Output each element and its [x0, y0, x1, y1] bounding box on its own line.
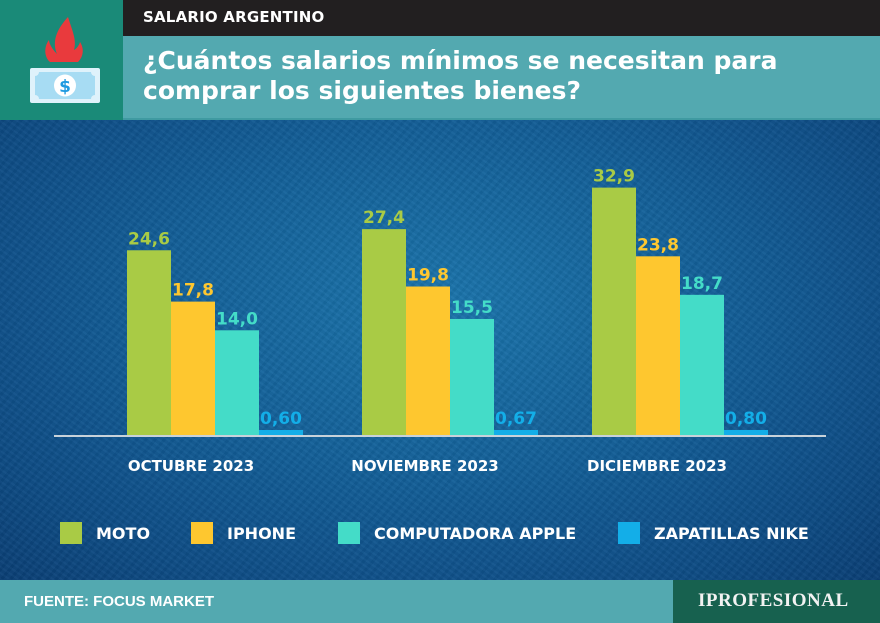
chart-title: ¿Cuántos salarios mínimos se necesitan p… [143, 46, 778, 105]
bar-zapatillas-nike-3 [724, 429, 768, 436]
legend-label: ZAPATILLAS NIKE [654, 523, 809, 543]
category-label: NOVIEMBRE 2023 [351, 457, 498, 475]
bar-iphone-3 [636, 256, 680, 436]
source-label: FUENTE: FOCUS MARKET [24, 593, 214, 610]
legend-item: COMPUTADORA APPLE [338, 516, 576, 550]
bar-zapatillas-nike-2 [494, 430, 538, 436]
bar-chart: 24,6 27,4 32,9 17,8 19,8 23,8 14,0 15,5 18,7 0,60… [54, 167, 826, 475]
data-label: 23,8 [637, 235, 679, 255]
data-label: 27,4 [363, 208, 405, 228]
bar-computadora-apple-1 [215, 330, 259, 436]
burning-money-icon: $ [30, 17, 100, 103]
data-label: 0,60 [260, 409, 302, 429]
brand-panel: IPROFESIONAL [673, 580, 880, 623]
legend-swatch [191, 522, 213, 544]
legend-item: ZAPATILLAS NIKE [618, 516, 809, 550]
data-label: 15,5 [451, 298, 493, 318]
data-label: 14,0 [216, 309, 258, 329]
bar-moto-3 [592, 187, 636, 436]
bar-iphone-1 [171, 301, 215, 436]
section-label: SALARIO ARGENTINO [143, 8, 325, 26]
section-bar: SALARIO ARGENTINO [123, 0, 880, 36]
legend-label: MOTO [96, 523, 151, 543]
legend-item: MOTO [60, 516, 150, 550]
data-label: 19,8 [407, 266, 449, 286]
header-icon-panel: $ [0, 0, 123, 120]
legend-swatch [60, 522, 82, 544]
data-label: 32,9 [593, 167, 635, 187]
legend-label: COMPUTADORA APPLE [374, 523, 577, 543]
category-label: DICIEMBRE 2023 [587, 457, 727, 475]
data-label: 0,67 [495, 409, 537, 429]
legend: MOTO IPHONE COMPUTADORA APPLE ZAPATILLAS NI… [60, 516, 860, 550]
bar-iphone-2 [406, 286, 450, 436]
bars-layer: 24,6 27,4 32,9 17,8 19,8 23,8 14,0 15,5 18,7 0,60… [127, 167, 768, 436]
title-bar: ¿Cuántos salarios mínimos se necesitan p… [123, 36, 880, 120]
bar-moto-1 [127, 250, 171, 436]
bar-computadora-apple-2 [450, 318, 494, 436]
data-label: 17,8 [172, 281, 214, 301]
legend-swatch [618, 522, 640, 544]
brand-logo: IPROFESIONAL [698, 590, 849, 611]
bar-zapatillas-nike-1 [259, 430, 303, 436]
svg-text:$: $ [59, 77, 71, 97]
data-label: 18,7 [681, 274, 723, 294]
legend-label: IPHONE [227, 523, 296, 543]
legend-item: IPHONE [191, 516, 296, 550]
bar-moto-2 [362, 229, 406, 436]
category-labels: OCTUBRE 2023 NOVIEMBRE 2023 DICIEMBRE 2023 [128, 457, 727, 475]
data-label: 0,80 [725, 409, 767, 429]
data-label: 24,6 [128, 229, 170, 249]
category-label: OCTUBRE 2023 [128, 457, 254, 475]
bar-computadora-apple-3 [680, 294, 724, 436]
legend-swatch [338, 522, 360, 544]
